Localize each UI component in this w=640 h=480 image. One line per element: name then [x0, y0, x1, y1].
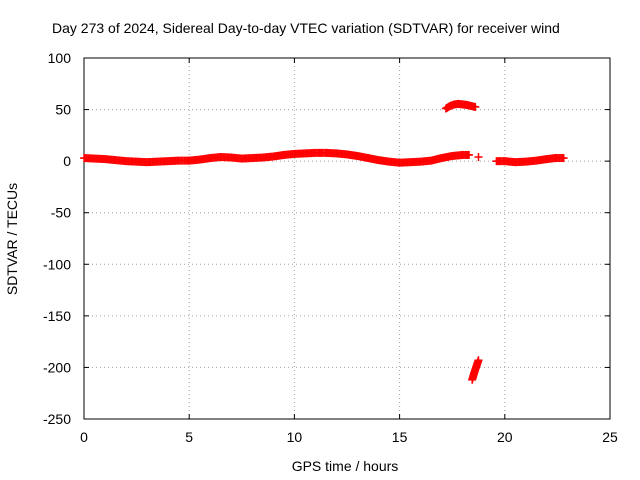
- y-tick-label: 50: [55, 102, 71, 118]
- x-tick-label: 5: [185, 429, 193, 445]
- data-point-marker: [474, 153, 483, 162]
- axis-ticks: [83, 57, 611, 420]
- x-tick-label: 20: [497, 429, 513, 445]
- y-tick-label: 100: [48, 50, 72, 66]
- y-tick-label: -150: [43, 308, 71, 324]
- data-point-marker: [465, 150, 474, 159]
- y-tick-label: -250: [43, 411, 71, 427]
- x-tick-label: 25: [602, 429, 618, 445]
- chart-title: Day 273 of 2024, Sidereal Day-to-day VTE…: [52, 20, 560, 36]
- x-tick-label: 15: [392, 429, 408, 445]
- data-point-marker: [474, 356, 483, 365]
- x-tick-label: 0: [80, 429, 88, 445]
- y-tick-label: 0: [63, 153, 71, 169]
- data-points: [80, 99, 568, 384]
- x-tick-label: 10: [287, 429, 303, 445]
- y-axis-label: SDTVAR / TECUs: [4, 183, 20, 295]
- y-tick-label: -50: [51, 205, 71, 221]
- plot-frame: [83, 57, 611, 420]
- x-axis-label: GPS time / hours: [292, 458, 399, 474]
- x-tick-labels: 0 5 10 15 20 25: [80, 429, 618, 445]
- data-point-marker: [559, 154, 568, 163]
- data-point-marker: [471, 102, 480, 111]
- grid-lines: [84, 58, 610, 419]
- y-tick-label: -100: [43, 256, 71, 272]
- y-tick-labels: 100 50 0 -50 -100 -150 -200 -250: [43, 50, 71, 427]
- y-tick-label: -200: [43, 359, 71, 375]
